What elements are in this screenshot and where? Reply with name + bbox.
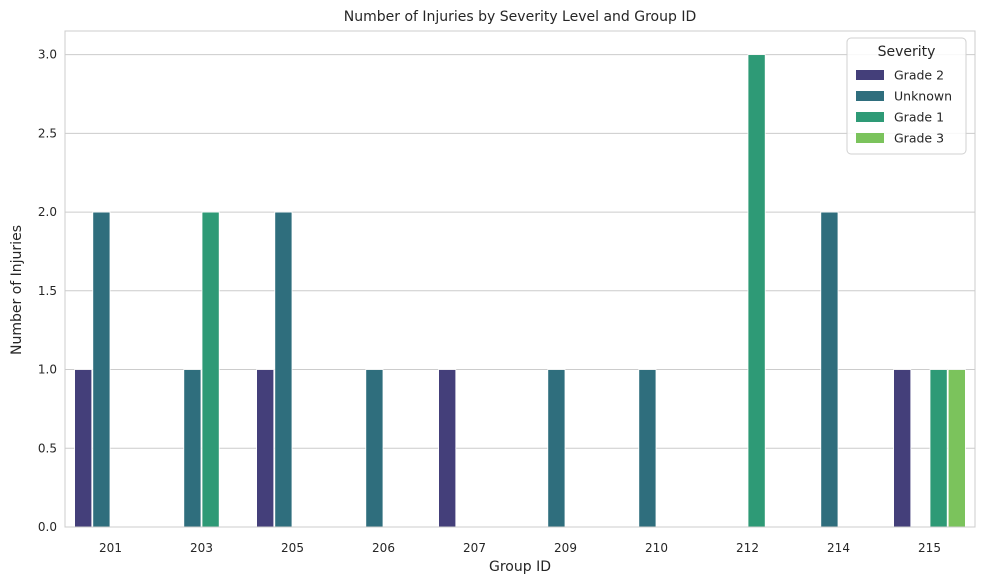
x-tick-label: 203 — [190, 541, 213, 555]
x-tick-label: 210 — [645, 541, 668, 555]
y-axis-title: Number of Injuries — [9, 225, 25, 355]
bar-grade-2 — [256, 369, 275, 528]
legend-box — [846, 37, 967, 155]
x-tick-label: 206 — [372, 541, 395, 555]
bar-unknown — [92, 211, 111, 528]
bar-unknown — [820, 211, 839, 528]
x-axis-title: Group ID — [489, 559, 551, 575]
chart-title: Number of Injuries by Severity Level and… — [344, 9, 696, 25]
legend-entry: Grade 1 — [894, 110, 944, 125]
y-tick-label: 0.0 — [38, 520, 57, 534]
x-tick-labels: 201 203 205 206 207 209 210 212 214 215 — [99, 541, 941, 555]
y-tick-label: 2.5 — [38, 126, 57, 140]
x-tick-label: 207 — [463, 541, 486, 555]
y-tick-label: 3.0 — [38, 48, 57, 62]
plot-frame — [64, 30, 976, 528]
bars — [74, 54, 966, 528]
legend-entry: Unknown — [894, 89, 952, 104]
legend-title: Severity — [878, 44, 936, 60]
bar-grade-2 — [74, 369, 93, 528]
y-tick-labels: 0.0 0.5 1.0 1.5 2.0 2.5 3.0 — [38, 48, 57, 534]
legend: Severity Grade 2 Unknown Grade 1 Grade 3 — [846, 37, 967, 155]
legend-swatch — [856, 133, 884, 143]
legend-entry: Grade 2 — [894, 68, 944, 83]
legend-swatch — [856, 91, 884, 101]
x-tick-label: 215 — [918, 541, 941, 555]
y-tick-label: 0.5 — [38, 441, 57, 455]
x-tick-label: 214 — [827, 541, 850, 555]
bar-unknown — [547, 369, 566, 528]
bar-grade-1 — [929, 369, 948, 528]
y-tick-label: 1.5 — [38, 284, 57, 298]
bar-grade-1 — [201, 211, 220, 528]
y-tick-label: 1.0 — [38, 363, 57, 377]
bar-unknown — [274, 211, 293, 528]
x-tick-label: 201 — [99, 541, 122, 555]
legend-swatch — [856, 70, 884, 80]
legend-entry: Grade 3 — [894, 131, 944, 146]
legend-swatch — [856, 112, 884, 122]
bar-grade-2 — [438, 369, 457, 528]
bar-unknown — [638, 369, 657, 528]
y-tick-label: 2.0 — [38, 205, 57, 219]
grid-lines — [65, 54, 975, 528]
x-tick-label: 212 — [736, 541, 759, 555]
bar-unknown — [183, 369, 202, 528]
bar-grade-2 — [893, 369, 912, 528]
x-tick-label: 209 — [554, 541, 577, 555]
bar-grade-3 — [947, 369, 966, 528]
x-tick-label: 205 — [281, 541, 304, 555]
bar-grade-1 — [747, 54, 766, 528]
bar-unknown — [365, 369, 384, 528]
